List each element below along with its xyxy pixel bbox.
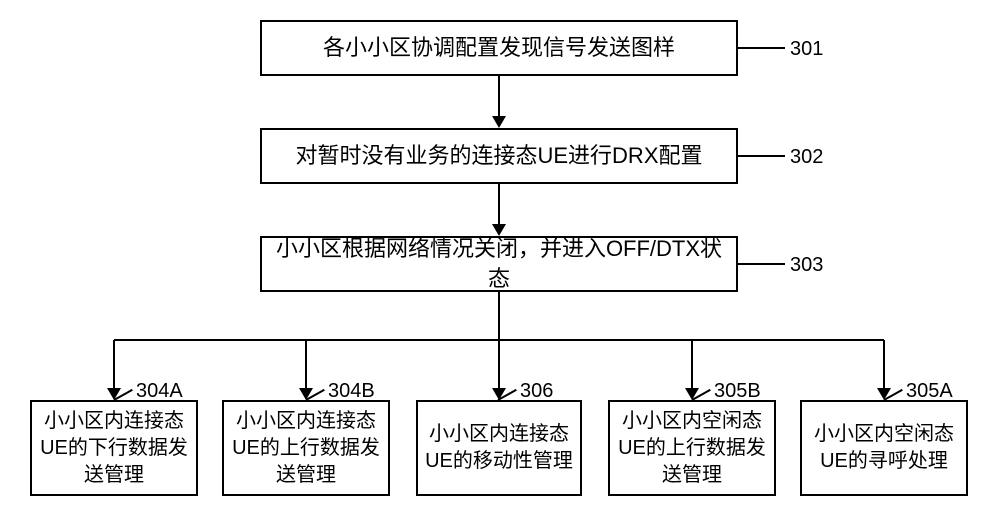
tag-302: 302 [790,146,823,169]
node-label: 对暂时没有业务的连接态UE进行DRX配置 [295,141,702,171]
tag-305B: 305B [714,380,761,403]
edge-connector [738,263,785,265]
node-label: 小小区内空闲态UE的上行数据发送管理 [616,408,768,489]
node-n303: 小小区根据网络情况关闭，并进入OFF/DTX状态 [260,236,738,292]
node-label: 各小小区协调配置发现信号发送图样 [323,33,675,63]
tag-text: 301 [790,38,823,60]
tag-301: 301 [790,38,823,61]
tag-text: 302 [790,146,823,168]
tag-304A: 304A [136,380,183,403]
edge-vertical [498,292,500,340]
arrow-down-icon [877,388,891,400]
tag-305A: 305A [906,380,953,403]
node-n306: 小小区内连接态UE的移动性管理 [416,400,582,496]
arrow-down-icon [299,388,313,400]
arrow-down-icon [492,388,506,400]
node-n301: 各小小区协调配置发现信号发送图样 [260,20,738,76]
tag-text: 305B [714,380,761,402]
edge-connector [738,47,785,49]
arrow-down-icon [685,388,699,400]
flowchart-canvas: 各小小区协调配置发现信号发送图样对暂时没有业务的连接态UE进行DRX配置小小区根… [0,0,1000,515]
arrow-down-icon [492,224,506,236]
node-label: 小小区根据网络情况关闭，并进入OFF/DTX状态 [268,234,730,293]
tag-text: 304A [136,380,183,402]
node-n305A: 小小区内空闲态UE的寻呼处理 [800,400,968,496]
tag-text: 304B [328,380,375,402]
node-label: 小小区内连接态UE的下行数据发送管理 [38,408,190,489]
tag-text: 305A [906,380,953,402]
edge-connector [738,155,785,157]
node-label: 小小区内空闲态UE的寻呼处理 [808,421,960,475]
arrow-down-icon [492,116,506,128]
tag-304B: 304B [328,380,375,403]
node-n302: 对暂时没有业务的连接态UE进行DRX配置 [260,128,738,184]
node-n304B: 小小区内连接态UE的上行数据发送管理 [222,400,390,496]
node-n305B: 小小区内空闲态UE的上行数据发送管理 [608,400,776,496]
node-label: 小小区内连接态UE的上行数据发送管理 [230,408,382,489]
node-label: 小小区内连接态UE的移动性管理 [424,421,574,475]
tag-303: 303 [790,254,823,277]
arrow-down-icon [107,388,121,400]
tag-text: 303 [790,254,823,276]
node-n304A: 小小区内连接态UE的下行数据发送管理 [30,400,198,496]
tag-text: 306 [520,380,553,402]
tag-306: 306 [520,380,553,403]
